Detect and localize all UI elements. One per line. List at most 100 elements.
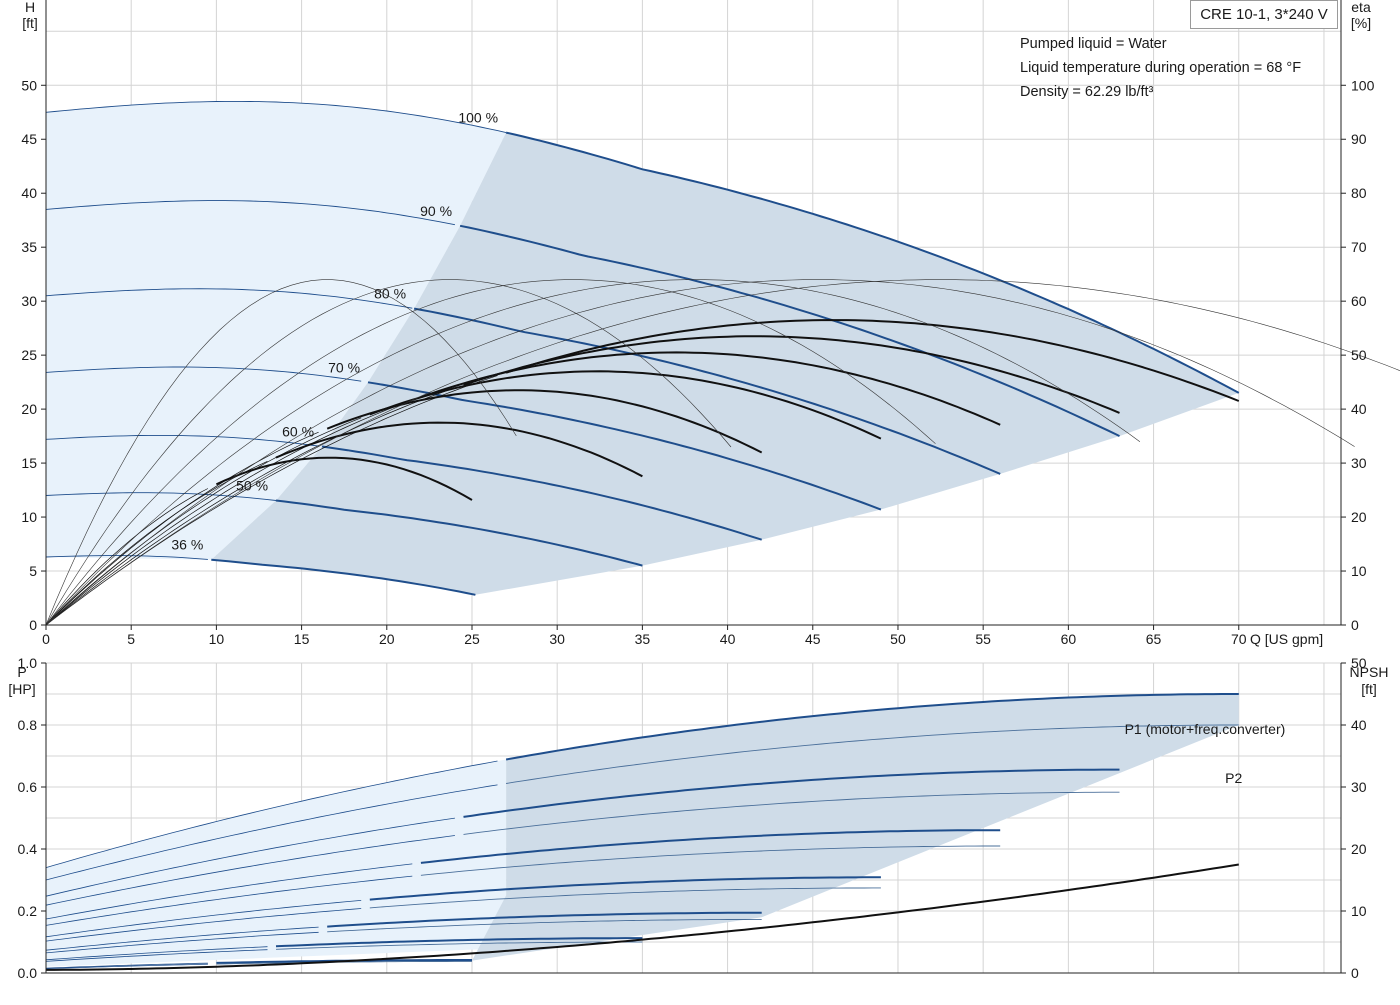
power-curve-lowflow-1-3 bbox=[45, 908, 362, 942]
speed-label-4: 60 % bbox=[282, 424, 314, 440]
p1-series-label: P1 (motor+freq.converter) bbox=[1125, 721, 1286, 737]
x-tick-label: 70 bbox=[1231, 631, 1247, 647]
eff-curve-lowflow-3 bbox=[45, 417, 362, 626]
y-tick-label-head: 35 bbox=[21, 239, 37, 255]
speed-curve-5 bbox=[275, 499, 643, 567]
speed-curve-lowflow-3 bbox=[45, 366, 362, 382]
x-tick-label: 25 bbox=[464, 631, 480, 647]
power-area-low-flow bbox=[46, 759, 507, 967]
p2-series-label: P2 bbox=[1225, 770, 1242, 786]
y-tick-label-head: 50 bbox=[21, 77, 37, 93]
eta-tick-label: 90 bbox=[1351, 131, 1367, 147]
area-low-flow bbox=[46, 101, 507, 560]
y-tick-label-head: 40 bbox=[21, 185, 37, 201]
x-tick-label: 15 bbox=[294, 631, 310, 647]
p-tick-label: 0.2 bbox=[18, 903, 38, 919]
area-operating-range bbox=[211, 132, 1239, 595]
eff-curve-lowflow-2 bbox=[45, 399, 413, 626]
eff-envelope-3 bbox=[45, 279, 1141, 626]
speed-label-2: 80 % bbox=[374, 286, 406, 302]
eta-tick-label: 70 bbox=[1351, 239, 1367, 255]
x-tick-label: 50 bbox=[890, 631, 906, 647]
p-axis-title: P bbox=[17, 664, 26, 680]
npsh-tick-label: 40 bbox=[1351, 717, 1367, 733]
npsh-curve bbox=[46, 863, 1239, 971]
speed-label-6: 36 % bbox=[171, 537, 203, 553]
eff-envelope-2 bbox=[45, 279, 936, 626]
y-tick-label-head: 10 bbox=[21, 509, 37, 525]
npsh-tick-label: 30 bbox=[1351, 779, 1367, 795]
speed-curve-3 bbox=[367, 381, 882, 511]
power-curve-0-1 bbox=[463, 768, 1120, 818]
power-curve-1-2 bbox=[420, 845, 1001, 876]
eta-tick-label: 60 bbox=[1351, 293, 1367, 309]
eff-curve-lowflow-6 bbox=[45, 488, 209, 626]
p-tick-label: 0.0 bbox=[18, 965, 38, 981]
eff-envelope-1 bbox=[45, 279, 732, 626]
eff-curve-2 bbox=[420, 351, 1001, 426]
x-axis-title: Q [US gpm] bbox=[1250, 631, 1323, 647]
npsh-axis-title: NPSH bbox=[1350, 664, 1389, 680]
eta-tick-label: 100 bbox=[1351, 77, 1375, 93]
power-curve-lowflow-0-1 bbox=[45, 817, 455, 897]
p-axis-unit: [HP] bbox=[8, 681, 35, 697]
x-tick-label: 30 bbox=[549, 631, 565, 647]
speed-curve-lowflow-5 bbox=[45, 492, 277, 501]
x-tick-label: 20 bbox=[379, 631, 395, 647]
speed-curve-lowflow-2 bbox=[45, 288, 413, 309]
eta-tick-label: 80 bbox=[1351, 185, 1367, 201]
power-curve-lowflow-1-0 bbox=[45, 784, 498, 881]
eta-axis-title: eta bbox=[1351, 0, 1371, 15]
power-curve-lowflow-0-3 bbox=[45, 900, 362, 938]
speed-curve-4 bbox=[321, 445, 762, 541]
eff-curve-0 bbox=[505, 319, 1240, 402]
power-curve-0-4 bbox=[327, 911, 762, 928]
power-curve-lowflow-1-1 bbox=[45, 835, 455, 906]
speed-curve-lowflow-1 bbox=[45, 200, 455, 226]
y-tick-label-head: 45 bbox=[21, 131, 37, 147]
eff-curve-4 bbox=[326, 389, 763, 454]
power-curve-1-0 bbox=[506, 724, 1239, 784]
power-curve-lowflow-0-2 bbox=[45, 863, 413, 920]
power-curve-0-5 bbox=[275, 937, 643, 948]
eta-tick-label: 40 bbox=[1351, 401, 1367, 417]
power-curve-lowflow-1-2 bbox=[45, 875, 413, 926]
speed-curve-2 bbox=[413, 307, 1001, 475]
eta-axis-unit: [%] bbox=[1351, 15, 1371, 31]
speed-curve-lowflow-4 bbox=[45, 434, 319, 447]
npsh-tick-label: 10 bbox=[1351, 903, 1367, 919]
x-tick-label: 60 bbox=[1061, 631, 1077, 647]
y-tick-label-head: 30 bbox=[21, 293, 37, 309]
eta-tick-label: 10 bbox=[1351, 563, 1367, 579]
power-curve-lowflow-0-0 bbox=[45, 760, 498, 868]
npsh-tick-label: 0 bbox=[1351, 965, 1359, 981]
eta-tick-label: 0 bbox=[1351, 617, 1359, 633]
x-tick-label: 0 bbox=[42, 631, 50, 647]
eff-curve-lowflow-1 bbox=[45, 387, 456, 626]
h-axis-unit: [ft] bbox=[22, 15, 38, 31]
eff-envelope-0 bbox=[45, 279, 517, 626]
power-curve-0-0 bbox=[505, 693, 1239, 761]
eff-curve-6 bbox=[215, 456, 473, 501]
y-tick-label-head: 0 bbox=[29, 617, 37, 633]
x-tick-label: 45 bbox=[805, 631, 821, 647]
speed-label-3: 70 % bbox=[328, 359, 360, 375]
npsh-tick-label: 20 bbox=[1351, 841, 1367, 857]
x-tick-label: 5 bbox=[127, 631, 135, 647]
p-tick-label: 1.0 bbox=[18, 655, 38, 671]
power-curve-lowflow-0-6 bbox=[45, 962, 208, 969]
power-curve-lowflow-0-5 bbox=[45, 946, 268, 961]
eff-curve-1 bbox=[463, 335, 1120, 414]
power-curve-1-4 bbox=[327, 918, 762, 933]
speed-curve-1 bbox=[459, 224, 1120, 437]
power-curve-1-5 bbox=[275, 941, 643, 950]
eta-tick-label: 30 bbox=[1351, 455, 1367, 471]
speed-curve-lowflow-0 bbox=[45, 100, 507, 134]
power-curve-lowflow-1-6 bbox=[45, 963, 208, 970]
y-tick-label-head: 15 bbox=[21, 455, 37, 471]
info-temperature: Liquid temperature during operation = 68… bbox=[1020, 60, 1302, 76]
y-tick-label-head: 25 bbox=[21, 347, 37, 363]
speed-label-0: 100 % bbox=[458, 110, 498, 126]
